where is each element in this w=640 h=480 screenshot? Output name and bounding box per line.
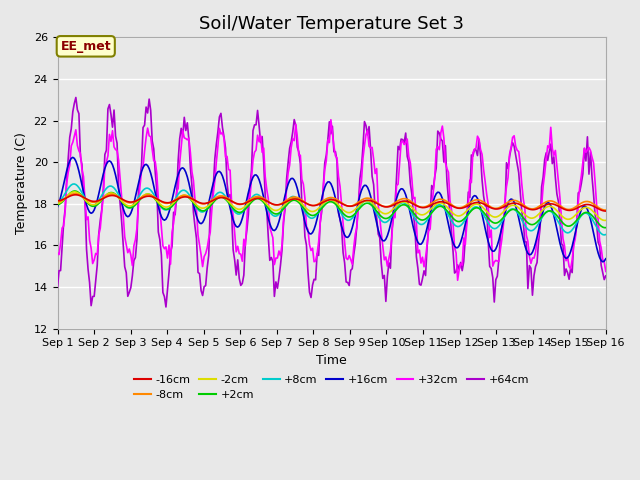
+64cm [54,284,61,290]
-2cm [122,202,130,208]
-8cm [54,199,61,204]
+8cm [54,201,61,206]
+32cm [54,250,61,256]
+2cm [70,188,78,194]
-8cm [122,199,130,205]
+2cm [122,204,130,209]
+16cm [599,259,607,264]
-8cm [602,207,609,213]
+32cm [293,134,301,140]
-8cm [246,197,254,203]
Line: +16cm: +16cm [58,157,605,262]
-16cm [237,201,244,207]
-8cm [219,193,227,199]
+16cm [246,183,254,189]
+8cm [122,204,130,210]
-8cm [237,202,244,207]
+2cm [219,194,227,200]
-2cm [600,217,608,223]
-8cm [295,195,303,201]
+32cm [575,200,582,205]
-2cm [295,198,303,204]
Legend: -16cm, -8cm, -2cm, +2cm, +8cm, +16cm, +32cm, +64cm: -16cm, -8cm, -2cm, +2cm, +8cm, +16cm, +3… [130,370,533,405]
+2cm [246,201,254,207]
-16cm [122,198,130,204]
+16cm [602,256,609,262]
+2cm [295,200,303,205]
+64cm [575,190,582,196]
-2cm [602,217,609,223]
-2cm [237,206,244,212]
+2cm [602,225,609,230]
+8cm [295,198,303,204]
-16cm [219,195,227,201]
+16cm [69,155,77,160]
+32cm [327,117,335,122]
+32cm [217,131,225,137]
+32cm [244,191,252,197]
+8cm [219,190,227,196]
X-axis label: Time: Time [316,354,347,367]
-16cm [72,192,80,198]
Line: -16cm: -16cm [58,195,605,211]
+2cm [54,202,61,208]
Title: Soil/Water Temperature Set 3: Soil/Water Temperature Set 3 [199,15,464,33]
+8cm [237,211,244,216]
+64cm [248,168,255,173]
Line: +2cm: +2cm [58,191,605,228]
-16cm [54,198,61,204]
+32cm [602,268,609,274]
-2cm [54,201,61,206]
+8cm [600,232,608,238]
Line: +8cm: +8cm [58,184,605,235]
-2cm [246,199,254,204]
+2cm [237,209,244,215]
+64cm [239,280,246,286]
-16cm [573,205,580,211]
-16cm [295,197,303,203]
Text: EE_met: EE_met [60,40,111,53]
+64cm [162,304,170,310]
+16cm [122,213,130,218]
+32cm [454,277,461,283]
+16cm [219,173,227,179]
Line: -8cm: -8cm [58,194,605,210]
+64cm [602,273,609,279]
+8cm [70,181,78,187]
+16cm [54,204,61,210]
Line: +64cm: +64cm [58,97,605,307]
-16cm [246,198,254,204]
-2cm [219,194,227,200]
+64cm [220,134,228,140]
+8cm [246,197,254,203]
+32cm [236,251,243,256]
+8cm [602,232,609,238]
+2cm [573,217,580,223]
Line: +32cm: +32cm [58,120,605,280]
+64cm [122,270,130,276]
+32cm [121,234,129,240]
+16cm [237,220,244,226]
-16cm [602,208,609,214]
-2cm [573,211,580,216]
+8cm [573,220,580,226]
+64cm [72,95,80,100]
+16cm [295,192,303,197]
-8cm [72,191,80,197]
Line: -2cm: -2cm [58,192,605,220]
+64cm [296,161,304,167]
-8cm [573,204,580,209]
Y-axis label: Temperature (C): Temperature (C) [15,132,28,234]
+16cm [573,223,580,229]
-2cm [70,189,78,195]
